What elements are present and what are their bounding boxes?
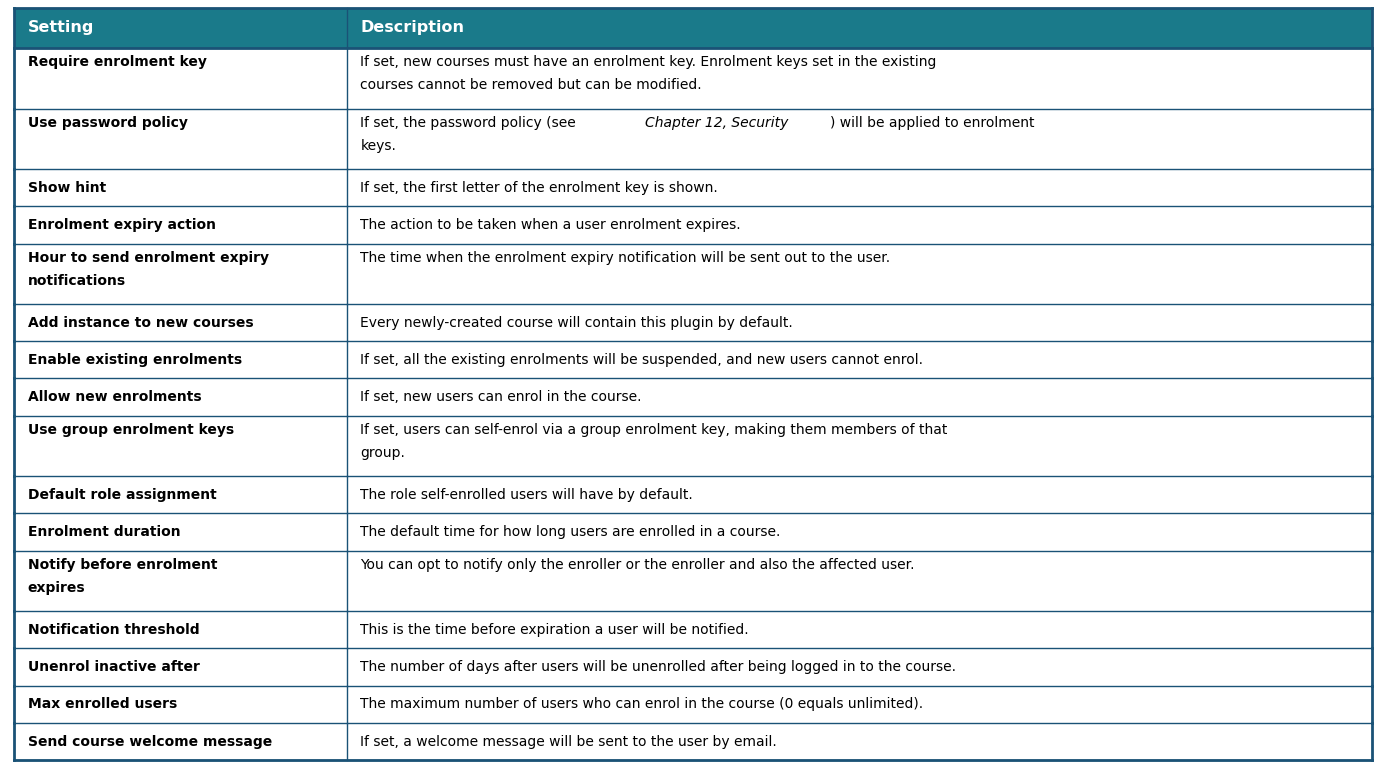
Text: ) will be applied to enrolment: ) will be applied to enrolment: [830, 115, 1034, 130]
Text: Add instance to new courses: Add instance to new courses: [28, 316, 254, 329]
Text: If set, all the existing enrolments will be suspended, and new users cannot enro: If set, all the existing enrolments will…: [360, 353, 923, 367]
Bar: [14, 514, 1372, 551]
Text: Use password policy: Use password policy: [28, 115, 187, 130]
Bar: [14, 415, 1372, 476]
Text: If set, the password policy (see: If set, the password policy (see: [360, 115, 581, 130]
Text: Max enrolled users: Max enrolled users: [28, 697, 177, 711]
Bar: [14, 723, 1372, 760]
Bar: [14, 207, 1372, 243]
Text: group.: group.: [360, 446, 405, 460]
Text: If set, the first letter of the enrolment key is shown.: If set, the first letter of the enrolmen…: [360, 180, 718, 194]
Bar: [14, 341, 1372, 379]
Bar: [14, 169, 1372, 207]
Text: Enable existing enrolments: Enable existing enrolments: [28, 353, 241, 367]
Text: Use group enrolment keys: Use group enrolment keys: [28, 423, 234, 437]
Text: Unenrol inactive after: Unenrol inactive after: [28, 660, 200, 674]
Text: Enrolment duration: Enrolment duration: [28, 525, 180, 539]
Text: Allow new enrolments: Allow new enrolments: [28, 390, 201, 404]
Text: If set, a welcome message will be sent to the user by email.: If set, a welcome message will be sent t…: [360, 735, 778, 749]
Bar: [14, 648, 1372, 686]
Text: Every newly-created course will contain this plugin by default.: Every newly-created course will contain …: [360, 316, 793, 329]
Bar: [14, 611, 1372, 648]
Text: The role self-enrolled users will have by default.: The role self-enrolled users will have b…: [360, 488, 693, 502]
Text: courses cannot be removed but can be modified.: courses cannot be removed but can be mod…: [360, 78, 703, 92]
Text: keys.: keys.: [360, 139, 396, 153]
Text: If set, users can self-enrol via a group enrolment key, making them members of t: If set, users can self-enrol via a group…: [360, 423, 948, 437]
Text: Chapter 12, Security: Chapter 12, Security: [644, 115, 787, 130]
Text: Show hint: Show hint: [28, 180, 105, 194]
Text: expires: expires: [28, 581, 86, 595]
Bar: [14, 379, 1372, 415]
Text: If set, new courses must have an enrolment key. Enrolment keys set in the existi: If set, new courses must have an enrolme…: [360, 55, 937, 69]
Bar: [14, 8, 1372, 48]
Text: You can opt to notify only the enroller or the enroller and also the affected us: You can opt to notify only the enroller …: [360, 558, 915, 572]
Text: Notify before enrolment: Notify before enrolment: [28, 558, 218, 572]
Text: Notification threshold: Notification threshold: [28, 623, 200, 637]
Text: Description: Description: [360, 21, 464, 35]
Bar: [14, 476, 1372, 514]
Text: The number of days after users will be unenrolled after being logged in to the c: The number of days after users will be u…: [360, 660, 956, 674]
Text: The action to be taken when a user enrolment expires.: The action to be taken when a user enrol…: [360, 218, 742, 232]
Bar: [14, 304, 1372, 341]
Text: The maximum number of users who can enrol in the course (0 equals unlimited).: The maximum number of users who can enro…: [360, 697, 923, 711]
Bar: [14, 108, 1372, 169]
Text: Require enrolment key: Require enrolment key: [28, 55, 207, 69]
Text: This is the time before expiration a user will be notified.: This is the time before expiration a use…: [360, 623, 748, 637]
Bar: [14, 243, 1372, 304]
Text: Hour to send enrolment expiry: Hour to send enrolment expiry: [28, 250, 269, 264]
Bar: [14, 48, 1372, 108]
Text: Default role assignment: Default role assignment: [28, 488, 216, 502]
Text: Enrolment expiry action: Enrolment expiry action: [28, 218, 216, 232]
Text: notifications: notifications: [28, 273, 126, 288]
Text: The default time for how long users are enrolled in a course.: The default time for how long users are …: [360, 525, 780, 539]
Text: Send course welcome message: Send course welcome message: [28, 735, 272, 749]
Text: If set, new users can enrol in the course.: If set, new users can enrol in the cours…: [360, 390, 642, 404]
Bar: [14, 686, 1372, 723]
Text: Setting: Setting: [28, 21, 94, 35]
Text: The time when the enrolment expiry notification will be sent out to the user.: The time when the enrolment expiry notif…: [360, 250, 891, 264]
Bar: [14, 551, 1372, 611]
